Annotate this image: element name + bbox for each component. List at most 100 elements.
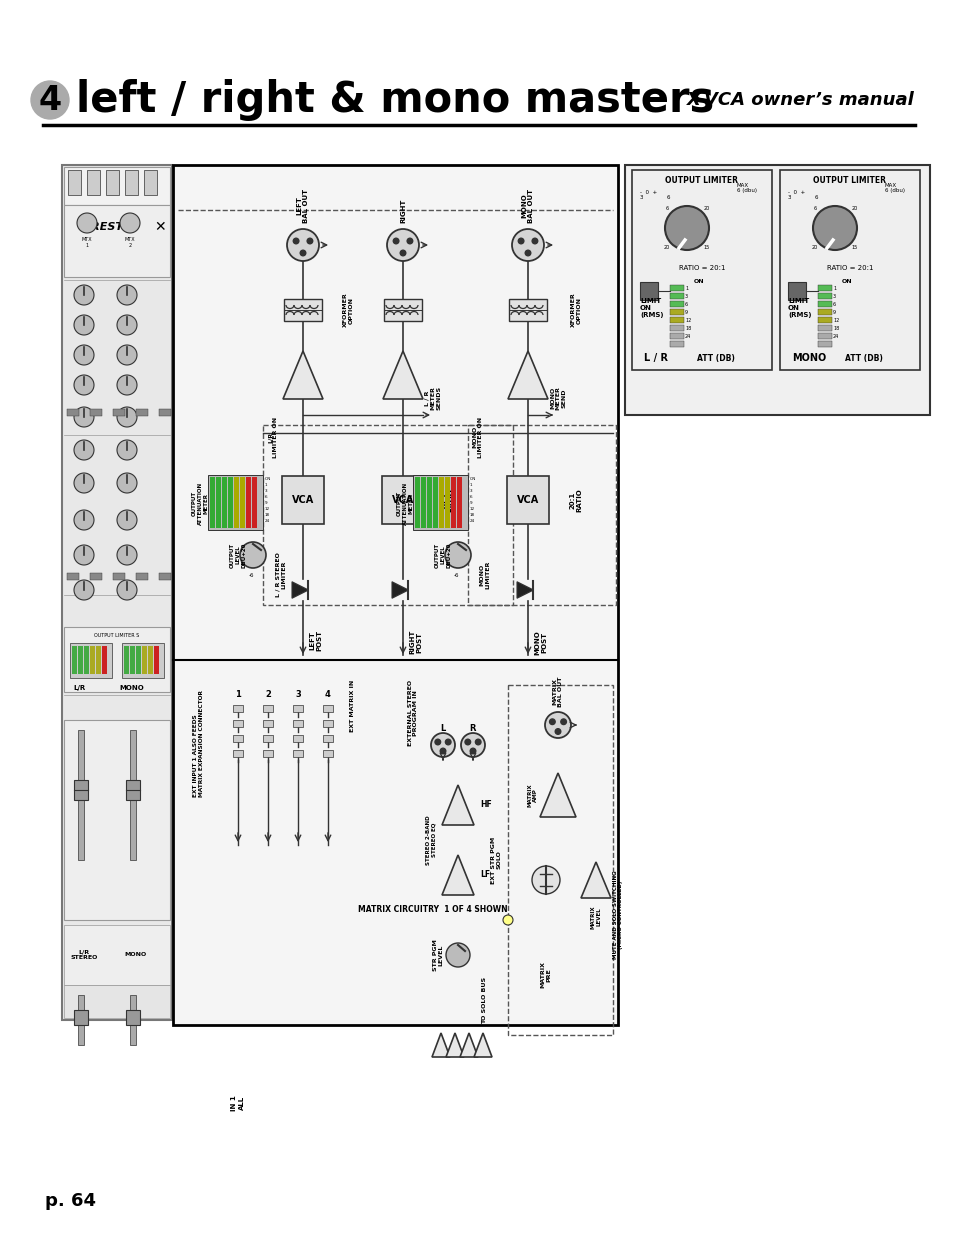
Bar (509, 299, 546, 321)
Text: L / R
METER
SENDS: L / R METER SENDS (424, 385, 441, 410)
Circle shape (287, 228, 318, 261)
Bar (456, 477, 461, 529)
Text: 1: 1 (470, 483, 472, 487)
Polygon shape (441, 855, 474, 895)
Text: 15: 15 (851, 246, 857, 251)
Circle shape (470, 748, 476, 753)
Text: MONO: MONO (125, 952, 147, 957)
Text: 6: 6 (813, 206, 816, 211)
Text: 1: 1 (684, 285, 687, 290)
Polygon shape (292, 582, 308, 598)
Bar (246, 477, 251, 529)
Bar (136, 573, 148, 580)
Bar (451, 477, 456, 529)
Circle shape (664, 206, 708, 249)
Circle shape (555, 729, 560, 735)
Polygon shape (517, 582, 533, 598)
Text: OUTPUT
LEVEL
DBU+20: OUTPUT LEVEL DBU+20 (435, 542, 451, 568)
Text: 6: 6 (470, 495, 472, 499)
Bar (144, 170, 157, 195)
Text: 6: 6 (666, 194, 670, 200)
Circle shape (117, 545, 137, 564)
Bar (817, 285, 831, 291)
Bar (172, 165, 618, 1025)
Text: MONO
METER
SEND: MONO METER SEND (550, 387, 566, 410)
Text: 12: 12 (470, 508, 475, 511)
Bar (126, 1010, 140, 1025)
Text: RIGHT
POST: RIGHT POST (409, 630, 421, 655)
Text: STR PGM
LEVEL: STR PGM LEVEL (432, 939, 443, 971)
Text: MONO
LIMITER ON: MONO LIMITER ON (472, 416, 483, 457)
Bar (130, 646, 135, 674)
Text: 6: 6 (265, 495, 268, 499)
Circle shape (117, 510, 137, 530)
Bar (639, 282, 658, 300)
Circle shape (74, 440, 94, 459)
Text: RATIO = 20:1: RATIO = 20:1 (826, 266, 872, 270)
Bar (67, 573, 79, 580)
Text: MUTE AND SOLO SWITCHING
(MICRO CONTROLLED): MUTE AND SOLO SWITCHING (MICRO CONTROLLE… (612, 871, 622, 960)
Polygon shape (382, 351, 422, 399)
Text: MATRIX
LEVEL: MATRIX LEVEL (590, 905, 600, 929)
Text: 24: 24 (470, 519, 475, 522)
Text: MONO
BAL OUT: MONO BAL OUT (521, 189, 534, 224)
Text: 20:1
RATIO: 20:1 RATIO (441, 488, 454, 511)
Text: 20: 20 (663, 246, 670, 251)
Text: MATRIX
AMP: MATRIX AMP (527, 783, 537, 806)
Circle shape (293, 238, 298, 243)
Bar (90, 573, 102, 580)
Text: L/R
STEREO: L/R STEREO (71, 950, 97, 961)
Circle shape (393, 238, 398, 243)
Circle shape (532, 866, 559, 894)
Text: TO SOLO BUS: TO SOLO BUS (482, 977, 487, 1024)
Bar (62, 165, 172, 1020)
Circle shape (74, 375, 94, 395)
Text: EXT STR PGM
SOLO: EXT STR PGM SOLO (490, 836, 501, 883)
Text: OUTPUT
ATTENUATION
METER: OUTPUT ATTENUATION METER (396, 482, 413, 525)
Circle shape (475, 740, 480, 745)
Text: 20: 20 (703, 206, 709, 211)
Circle shape (120, 212, 140, 233)
Bar (210, 477, 214, 529)
Circle shape (446, 944, 470, 967)
Text: EXT MATRIX IN: EXT MATRIX IN (350, 680, 355, 732)
Bar (263, 425, 513, 605)
Text: MONO
LIMITER: MONO LIMITER (479, 561, 490, 589)
Text: left / right & mono masters: left / right & mono masters (76, 79, 714, 121)
Text: EXT INPUT 1 ALSO FEEDS
MATRIX EXPANSION CONNECTOR: EXT INPUT 1 ALSO FEEDS MATRIX EXPANSION … (193, 690, 204, 797)
Bar (112, 409, 125, 416)
Bar (106, 170, 119, 195)
Circle shape (30, 82, 69, 119)
Text: HF: HF (479, 800, 491, 809)
Bar (669, 285, 683, 291)
Text: VCA: VCA (517, 495, 538, 505)
Circle shape (407, 238, 413, 243)
Bar (252, 477, 256, 529)
Text: 24: 24 (265, 519, 270, 522)
Text: 12: 12 (265, 508, 270, 511)
Circle shape (117, 440, 137, 459)
Text: 18: 18 (684, 326, 691, 331)
Polygon shape (507, 351, 547, 399)
Bar (90, 409, 102, 416)
Bar (669, 301, 683, 308)
Bar (64, 167, 170, 205)
Text: 24: 24 (684, 333, 691, 338)
Bar (78, 646, 83, 674)
Text: RIGHT: RIGHT (399, 199, 406, 224)
Text: OUTPUT LIMITER: OUTPUT LIMITER (813, 175, 885, 184)
Circle shape (117, 285, 137, 305)
Text: LIMIT
ON
(RMS): LIMIT ON (RMS) (639, 298, 662, 317)
Bar (142, 646, 147, 674)
Circle shape (240, 542, 266, 568)
Bar (84, 646, 89, 674)
Bar (64, 720, 170, 920)
Text: MATRIX
BAL OUT: MATRIX BAL OUT (552, 677, 563, 706)
Text: XFORMER
OPTION: XFORMER OPTION (342, 293, 353, 327)
Bar (817, 341, 831, 347)
Polygon shape (441, 785, 474, 825)
Text: -6: -6 (248, 573, 253, 578)
Text: 4: 4 (38, 84, 62, 116)
Text: 6: 6 (665, 206, 668, 211)
Bar (263, 750, 273, 757)
